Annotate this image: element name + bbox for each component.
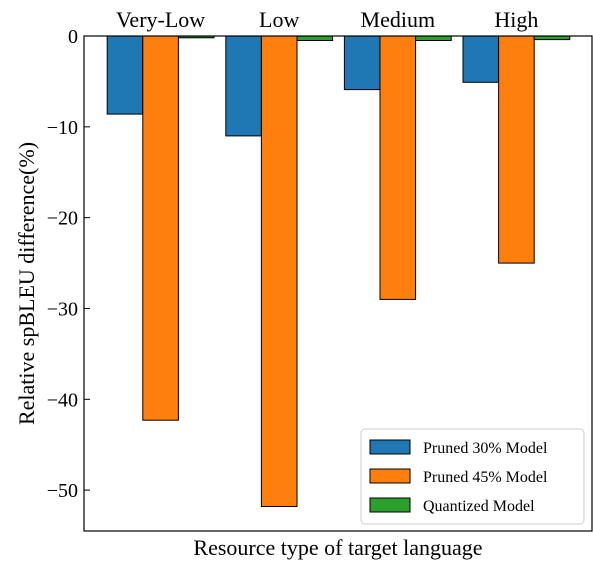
legend-label: Pruned 30% Model — [423, 440, 548, 457]
y-tick-label: 0 — [68, 26, 78, 48]
category-label: High — [494, 7, 538, 32]
bar-high-series-2 — [498, 35, 535, 264]
bar-medium-series-3 — [415, 35, 452, 41]
legend: Pruned 30% Model Pruned 45% Model Quantize… — [360, 428, 585, 525]
bar-medium-series-1 — [343, 35, 381, 91]
legend-box — [360, 428, 585, 525]
category-label: Medium — [361, 7, 436, 32]
plot-frame — [83, 35, 593, 532]
legend-swatch — [369, 439, 411, 455]
legend-label: Quantized Model — [423, 498, 535, 515]
y-axis-label: Relative spBLEU difference(%) — [14, 142, 39, 425]
y-tick-label: −10 — [47, 117, 78, 139]
legend-swatch — [369, 468, 411, 484]
y-axis-ticks: 0 −10 −20 −30 −40 −50 — [47, 26, 90, 502]
bars-layer — [106, 35, 571, 507]
bar-high-series-1 — [462, 35, 500, 83]
bar-low-series-2 — [260, 35, 298, 507]
bar-very-low-series-2 — [142, 35, 179, 421]
category-labels: Very-Low Low Medium High — [116, 7, 538, 32]
y-tick-label: −40 — [47, 389, 78, 411]
y-tick-label: −30 — [47, 298, 78, 320]
bar-very-low-series-1 — [106, 35, 144, 115]
bar-low-series-1 — [225, 35, 262, 137]
x-axis-label: Resource type of target language — [193, 535, 482, 560]
y-tick-label: −50 — [47, 480, 78, 502]
bar-medium-series-2 — [379, 35, 417, 300]
y-tick-label: −20 — [47, 208, 78, 230]
category-label: Low — [259, 7, 299, 32]
category-label: Very-Low — [116, 7, 205, 32]
legend-swatch — [369, 497, 411, 513]
bar-low-series-3 — [296, 35, 334, 41]
legend-label: Pruned 45% Model — [423, 469, 548, 486]
